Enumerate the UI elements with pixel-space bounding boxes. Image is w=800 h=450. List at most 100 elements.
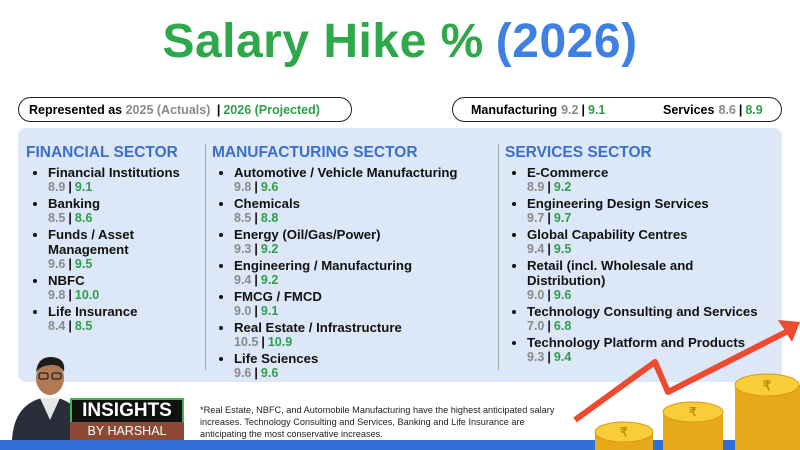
sector-list: Automotive / Vehicle Manufacturing9.8|9.…: [212, 165, 497, 381]
value-2026: 8.9: [745, 103, 763, 117]
item-name: NBFC: [48, 273, 85, 288]
item-name: Funds / Asset Management: [48, 227, 134, 257]
values: 9.6 | 9.5: [48, 257, 201, 272]
separator: |: [68, 211, 72, 225]
legend-label: Represented as: [29, 103, 123, 117]
brand-by: BY HARSHAL: [70, 422, 184, 440]
value-2025: 9.6: [48, 257, 66, 271]
value-2026: 9.6: [553, 288, 572, 302]
item-name: Energy (Oil/Gas/Power): [234, 227, 381, 242]
item-name: Technology Consulting and Services: [527, 304, 758, 319]
value-2025: 7.0: [527, 319, 545, 333]
value-2025: 8.9: [48, 180, 66, 194]
legend-projected: 2026 (Projected): [223, 103, 320, 117]
item-name: Financial Institutions: [48, 165, 180, 180]
sector-item: Retail (incl. Wholesale and Distribution…: [527, 258, 775, 303]
divider: [498, 144, 499, 370]
summary-item: Services 8.6 | 8.9: [663, 98, 763, 123]
value-2026: 8.8: [260, 211, 279, 225]
item-name: Engineering Design Services: [527, 196, 709, 211]
separator: |: [547, 242, 551, 256]
item-name: Automotive / Vehicle Manufacturing: [234, 165, 458, 180]
values: 8.5 | 8.8: [234, 211, 497, 226]
values: 8.9 | 9.2: [527, 180, 775, 195]
separator: |: [547, 180, 551, 194]
coins: ₹ ₹ ₹: [594, 373, 800, 450]
value-2025: 9.7: [527, 211, 545, 225]
values: 7.0 | 6.8: [527, 319, 775, 334]
legend-actual: 2025 (Actuals): [125, 103, 211, 117]
value-2025: 8.5: [234, 211, 252, 225]
item-name: E-Commerce: [527, 165, 609, 180]
values: 9.3 | 9.4: [527, 350, 775, 365]
sector-item: Energy (Oil/Gas/Power)9.3|9.2: [234, 227, 497, 257]
item-name: Global Capability Centres: [527, 227, 688, 242]
value-2026: 10.9: [267, 335, 293, 349]
value-2026: 9.1: [260, 304, 279, 318]
value-2026: 9.1: [74, 180, 93, 194]
sector-column: MANUFACTURING SECTOR Automotive / Vehicle…: [212, 144, 497, 382]
separator: |: [738, 103, 743, 117]
item-name: Engineering / Manufacturing: [234, 258, 413, 273]
sector-item: Automotive / Vehicle Manufacturing9.8|9.…: [234, 165, 497, 195]
separator: |: [68, 319, 72, 333]
value-2025: 9.3: [234, 242, 252, 256]
separator: |: [547, 211, 551, 225]
summary-item: Manufacturing 9.2 | 9.1: [471, 98, 605, 123]
title: Salary Hike % (2026): [0, 14, 800, 69]
values: 10.5 | 10.9: [234, 335, 497, 350]
footnote: *Real Estate, NBFC, and Automobile Manuf…: [200, 405, 555, 439]
values: 9.4 | 9.5: [527, 242, 775, 257]
summary-name: Manufacturing: [471, 103, 558, 117]
value-2025: 9.6: [234, 366, 252, 380]
value-2026: 6.8: [553, 319, 572, 333]
svg-text:₹: ₹: [620, 425, 628, 439]
svg-text:₹: ₹: [689, 405, 697, 419]
title-year: (2026): [495, 15, 638, 68]
value-2025: 8.6: [718, 103, 736, 117]
values: 9.0 | 9.6: [527, 288, 775, 303]
value-2026: 10.0: [74, 288, 100, 302]
sector-list: Financial Institutions8.9|9.1Banking8.5|…: [26, 165, 201, 334]
value-2026: 8.6: [74, 211, 93, 225]
separator: |: [254, 211, 258, 225]
summary-name: Services: [663, 103, 715, 117]
value-2025: 9.4: [527, 242, 545, 256]
value-2026: 9.7: [553, 211, 572, 225]
values: 8.4 | 8.5: [48, 319, 201, 334]
value-2026: 9.6: [260, 366, 279, 380]
values: 8.5 | 8.6: [48, 211, 201, 226]
item-name: Life Sciences: [234, 351, 319, 366]
sector-title: MANUFACTURING SECTOR: [212, 144, 418, 161]
separator: |: [547, 288, 551, 302]
item-name: FMCG / FMCD: [234, 289, 322, 304]
sector-title: FINANCIAL SECTOR: [26, 144, 178, 161]
value-2025: 9.3: [527, 350, 545, 364]
value-2025: 9.4: [234, 273, 252, 287]
sector-title: SERVICES SECTOR: [505, 144, 652, 161]
item-name: Life Insurance: [48, 304, 138, 319]
values: 9.0 | 9.1: [234, 304, 497, 319]
item-name: Technology Platform and Products: [527, 335, 746, 350]
value-2025: 10.5: [234, 335, 259, 349]
separator: |: [261, 335, 265, 349]
legend-pill: Represented as 2025 (Actuals) | 2026 (Pro…: [18, 97, 352, 122]
item-name: Retail (incl. Wholesale and Distribution…: [527, 258, 694, 288]
sector-item: Technology Consulting and Services7.0|6.…: [527, 304, 775, 334]
separator: |: [254, 273, 258, 287]
value-2026: 9.2: [553, 180, 572, 194]
separator: |: [254, 180, 258, 194]
values: 9.8 | 9.6: [234, 180, 497, 195]
